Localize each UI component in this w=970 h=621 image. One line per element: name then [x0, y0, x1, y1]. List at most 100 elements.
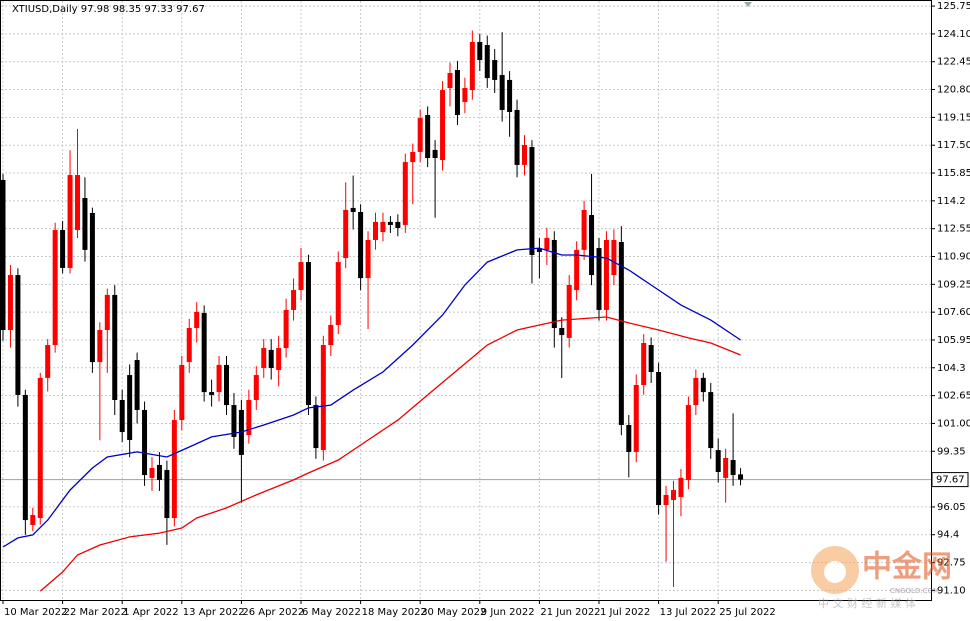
candle-body: [127, 375, 133, 440]
candle-body: [559, 327, 565, 336]
x-tick-label: 13 Apr 2022: [183, 607, 245, 618]
candle-body: [432, 149, 438, 159]
candle-body: [700, 377, 706, 393]
candle-body: [216, 364, 222, 393]
candle-body: [164, 469, 170, 519]
candle-body: [730, 460, 736, 476]
candle-body: [186, 327, 192, 363]
candle-body: [723, 458, 729, 478]
candle-body: [82, 197, 88, 250]
x-tick-label: 1 Jul 2022: [600, 607, 650, 618]
candle-body: [343, 209, 349, 259]
candle-body: [112, 294, 118, 400]
candle-body: [97, 330, 103, 363]
x-tick-label: 1 Apr 2022: [123, 607, 178, 618]
watermark-site: CNGOLD.COM: [890, 587, 939, 595]
candle-body: [648, 345, 654, 373]
watermark-slogan: 中 文 财 经 新 媒 体: [818, 596, 916, 610]
candle-body: [15, 275, 21, 395]
candle-body: [574, 249, 580, 291]
candle-body: [685, 405, 691, 480]
candle-body: [119, 400, 125, 433]
candle-body: [440, 90, 446, 161]
x-tick-label: 22 Mar 2022: [64, 607, 127, 618]
candle-body: [75, 175, 80, 231]
candle-body: [134, 360, 140, 410]
y-tick-label: 114.2: [937, 196, 966, 207]
candle-body: [201, 312, 207, 393]
candle-body: [417, 118, 423, 152]
x-tick-label: 26 Apr 2022: [242, 607, 304, 618]
candle-body: [253, 375, 259, 400]
candle-body: [596, 248, 602, 310]
candle-body: [365, 239, 371, 279]
y-tick-label: 91.10: [937, 585, 966, 596]
candle-body: [656, 372, 662, 506]
candle-body: [179, 364, 185, 421]
x-tick-label: 9 Jun 2022: [481, 607, 535, 618]
y-tick-label: 120.80: [937, 85, 970, 96]
y-tick-label: 109.25: [937, 279, 970, 290]
watermark-icon: [824, 561, 846, 583]
candle-body: [0, 179, 6, 331]
candle-body: [507, 79, 513, 112]
candle-body: [268, 349, 274, 368]
candle-body: [171, 420, 177, 519]
candle-body: [45, 345, 51, 378]
y-tick-label: 110.90: [937, 251, 970, 262]
candle-body: [298, 262, 304, 291]
candle-body: [194, 311, 200, 328]
candle-body: [633, 384, 639, 452]
candle-body: [708, 392, 714, 449]
candle-body: [641, 343, 647, 385]
candle-body: [715, 450, 721, 473]
candle-body: [395, 221, 401, 228]
candle-body: [7, 275, 13, 331]
candle-body: [328, 324, 334, 346]
candle-body: [22, 394, 28, 521]
candle-body: [447, 73, 453, 89]
candle-body: [37, 377, 43, 519]
candle-body: [477, 41, 483, 61]
candle-body: [551, 239, 557, 328]
candle-body: [335, 262, 341, 325]
moving-average-line: [39, 316, 741, 592]
x-tick-label: 30 May 2022: [421, 607, 486, 618]
y-tick-label: 107.60: [937, 307, 970, 318]
y-tick-label: 115.85: [937, 168, 970, 179]
candle-body: [30, 515, 36, 525]
y-tick-label: 101.00: [937, 418, 970, 429]
x-tick-label: 10 Mar 2022: [4, 607, 67, 618]
candle-body: [425, 115, 431, 159]
candle-body: [603, 239, 609, 310]
chart-title: XTIUSD,Daily 97.98 98.35 97.33 97.67: [12, 4, 205, 15]
candle-body: [291, 290, 297, 310]
y-tick-label: 112.55: [937, 224, 970, 235]
moving-average-line: [2, 247, 741, 548]
candle-body: [373, 221, 378, 240]
candle-body: [678, 477, 684, 497]
candle-body: [142, 409, 148, 476]
candle-body: [738, 474, 744, 480]
y-tick-label: 125.75: [937, 1, 970, 12]
last-price-label: 97.67: [936, 475, 965, 486]
x-tick-label: 13 Jul 2022: [660, 607, 717, 618]
candle-body: [60, 230, 66, 268]
last-price-box: [931, 472, 969, 488]
candle-body: [484, 45, 490, 79]
y-tick-label: 105.95: [937, 335, 970, 346]
candle-body: [276, 348, 282, 370]
y-tick-label: 96.05: [937, 502, 966, 513]
y-tick-label: 92.75: [937, 558, 966, 569]
candle-body: [246, 400, 252, 436]
candle-body: [313, 405, 319, 449]
y-tick-label: 99.35: [937, 446, 966, 457]
candle-body: [156, 464, 162, 480]
candle-body: [522, 145, 527, 165]
candle-body: [67, 175, 73, 268]
candle-body: [320, 345, 326, 451]
candle-body: [224, 364, 229, 406]
candle-body: [104, 294, 110, 331]
candle-body: [663, 494, 669, 506]
candle-body: [358, 211, 364, 279]
